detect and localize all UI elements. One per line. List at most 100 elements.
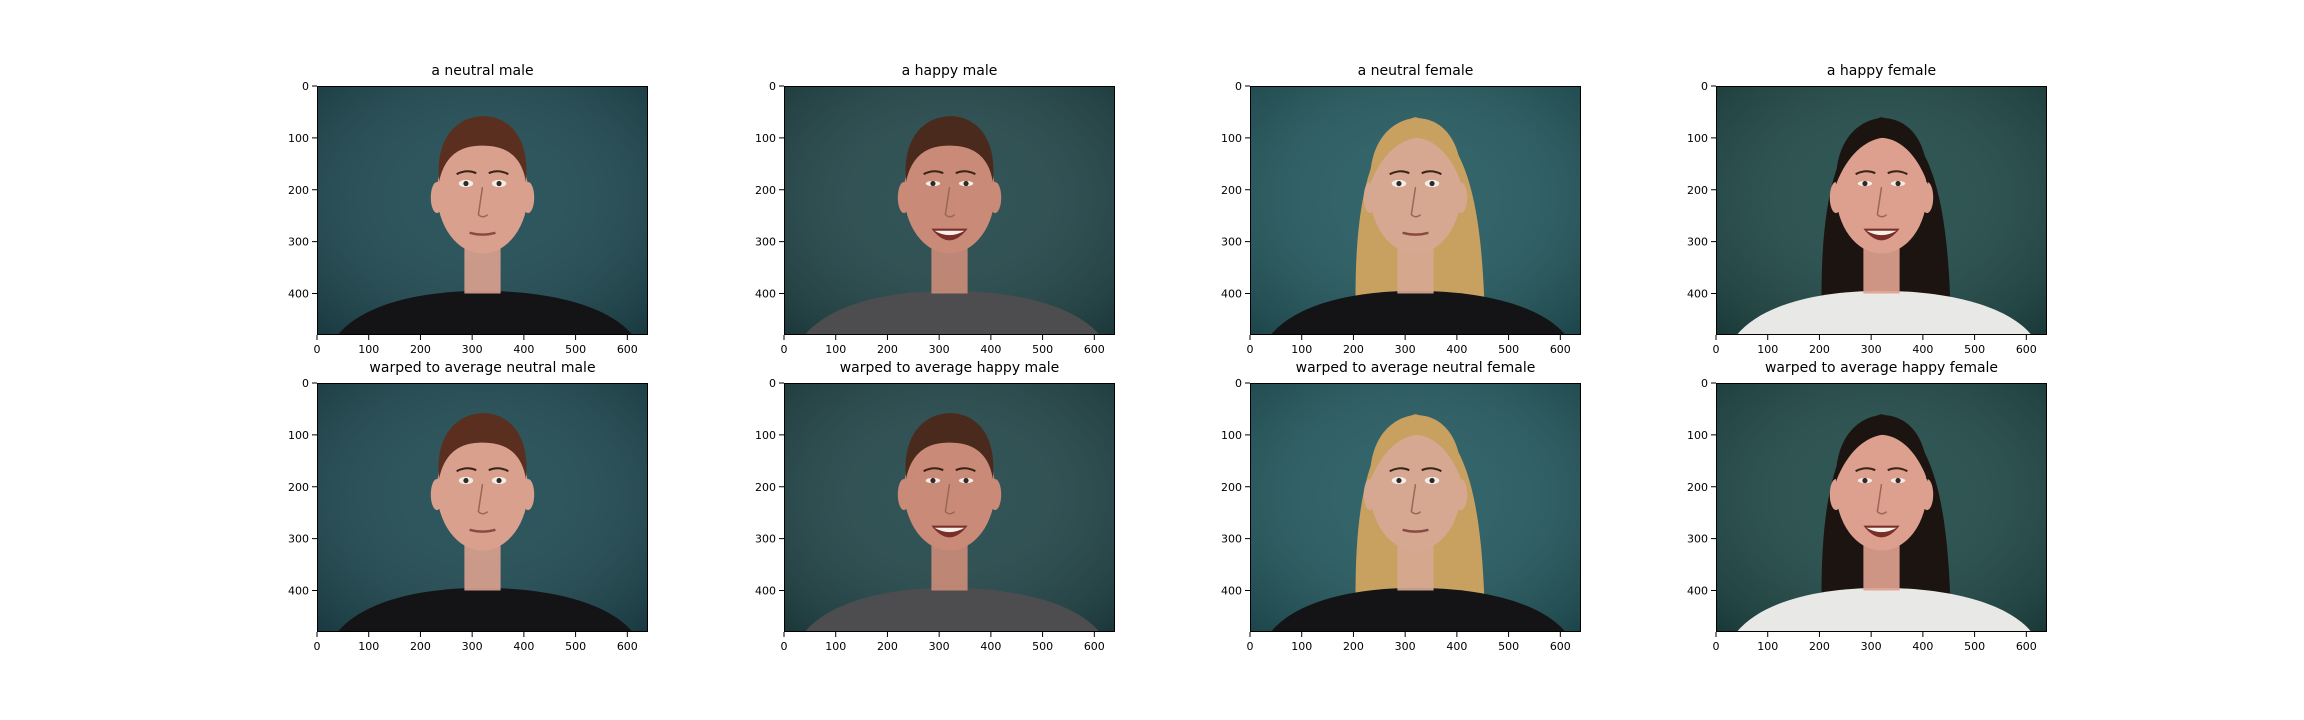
subplot-svg: 0 100 200 300 400 500 600 0 100 200 300 400 (1221, 377, 1581, 653)
y-tick-label: 300 (1221, 533, 1242, 546)
y-tick-label: 100 (755, 429, 776, 442)
x-tick-label: 0 (314, 343, 321, 356)
image-area (1250, 86, 1581, 335)
y-tick-label: 100 (1221, 132, 1242, 145)
y-tick-label: 400 (288, 288, 309, 301)
clothing (1736, 587, 2032, 632)
y-tick-label: 400 (755, 288, 776, 301)
x-tick-label: 300 (929, 640, 950, 653)
x-tick-label: 500 (565, 640, 586, 653)
left-pupil (463, 477, 469, 484)
x-tick-label: 0 (781, 343, 788, 356)
x-tick-label: 300 (1395, 640, 1416, 653)
x-tick-label: 500 (565, 343, 586, 356)
axes-frame (1716, 383, 2047, 632)
x-tick-label: 400 (1912, 343, 1933, 356)
y-tick-label: 300 (1221, 236, 1242, 249)
x-tick-label: 300 (462, 640, 483, 653)
image-area (1250, 383, 1581, 632)
right-pupil (963, 180, 969, 187)
axes-frame (784, 86, 1115, 335)
axes-frame (1716, 86, 2047, 335)
face (436, 428, 529, 551)
y-tick-label: 400 (288, 585, 309, 598)
teeth (1866, 527, 1897, 533)
x-tick-label: 600 (1084, 343, 1105, 356)
subplot-title: a happy female (1826, 63, 1937, 79)
x-tick-label: 100 (825, 640, 846, 653)
x-tick-label: 100 (1757, 343, 1778, 356)
mouth (1402, 528, 1429, 533)
y-tick-label: 100 (288, 132, 309, 145)
clothing (804, 587, 1100, 632)
right-eyebrow (488, 170, 509, 176)
subplot-title: a happy male (901, 63, 998, 79)
x-tick-label: 0 (1713, 640, 1720, 653)
nose (477, 187, 489, 218)
right-pupil (1429, 180, 1435, 187)
subplot-svg: 0 100 200 300 400 500 600 0 100 200 300 400 (288, 80, 648, 356)
hair (1369, 118, 1463, 185)
subplot-title: warped to average happy male (839, 360, 1060, 376)
nose (944, 484, 956, 515)
subplot-svg: 0 100 200 300 400 500 600 0 100 200 300 400 (288, 377, 648, 653)
axes-frame (317, 86, 648, 335)
right-pupil (963, 477, 969, 484)
nose (477, 484, 489, 515)
y-tick-label: 400 (1221, 288, 1242, 301)
axes-frame (1250, 86, 1581, 335)
y-tick-label: 200 (1221, 184, 1242, 197)
x-tick-label: 500 (1498, 343, 1519, 356)
right-pupil (1895, 477, 1901, 484)
face (436, 131, 529, 254)
hair (905, 116, 994, 182)
x-tick-label: 200 (1343, 640, 1364, 653)
y-tick-label: 400 (1687, 585, 1708, 598)
subplot-svg: 0 100 200 300 400 500 600 0 100 200 300 400 (1687, 377, 2047, 653)
subplot-title: warped to average neutral female (1295, 360, 1536, 376)
y-tick-label: 0 (1235, 80, 1242, 93)
left-pupil (1862, 477, 1868, 484)
right-eyebrow (488, 467, 509, 473)
nose (944, 187, 956, 218)
mouth (469, 528, 496, 533)
right-eyebrow (1421, 170, 1442, 176)
x-tick-label: 200 (1343, 343, 1364, 356)
x-tick-label: 600 (1550, 343, 1571, 356)
right-pupil (496, 477, 502, 484)
left-eyebrow (456, 170, 477, 176)
mouth (1402, 231, 1429, 236)
x-tick-label: 500 (1498, 640, 1519, 653)
x-tick-label: 200 (1809, 343, 1830, 356)
y-tick-label: 300 (755, 533, 776, 546)
x-tick-label: 100 (1291, 343, 1312, 356)
right-pupil (1895, 180, 1901, 187)
y-tick-label: 200 (1687, 184, 1708, 197)
x-tick-label: 0 (1247, 640, 1254, 653)
clothing (1736, 290, 2032, 335)
nose (1410, 187, 1422, 218)
right-eyebrow (1421, 467, 1442, 473)
y-tick-label: 0 (302, 80, 309, 93)
right-pupil (496, 180, 502, 187)
left-eyebrow (1855, 170, 1876, 176)
y-tick-label: 300 (288, 533, 309, 546)
x-tick-label: 200 (410, 640, 431, 653)
face (1835, 131, 1928, 254)
x-tick-label: 0 (314, 640, 321, 653)
y-tick-label: 0 (1701, 80, 1708, 93)
face (903, 428, 996, 551)
nose (1876, 484, 1888, 515)
x-tick-label: 0 (1247, 343, 1254, 356)
x-tick-label: 300 (1861, 343, 1882, 356)
hair (438, 413, 527, 479)
x-tick-label: 400 (513, 640, 534, 653)
x-tick-label: 300 (1861, 640, 1882, 653)
y-tick-label: 200 (755, 184, 776, 197)
y-tick-label: 300 (1687, 533, 1708, 546)
x-tick-label: 400 (1446, 343, 1467, 356)
hair (905, 413, 994, 479)
image-area (1716, 86, 2047, 335)
left-pupil (1396, 180, 1402, 187)
x-tick-label: 400 (1446, 640, 1467, 653)
